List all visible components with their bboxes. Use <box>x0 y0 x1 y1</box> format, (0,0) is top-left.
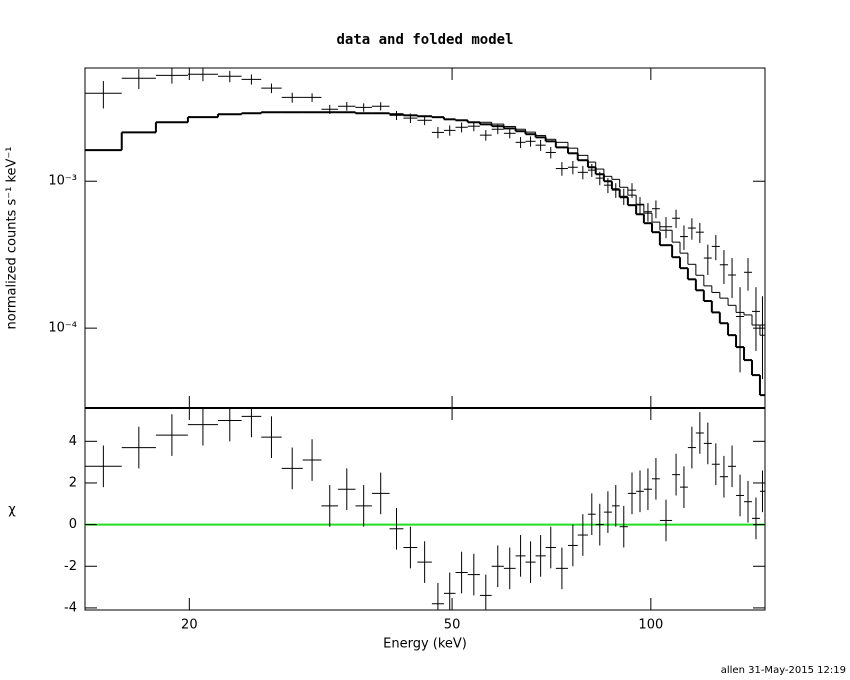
footer: allen 31-May-2015 12:19 <box>721 665 846 676</box>
y-axis-label: normalized counts s⁻¹ keV⁻¹ <box>5 147 20 330</box>
y-axis-label: χ <box>8 503 16 518</box>
bottom-plot <box>85 408 765 610</box>
y-tick-label: 0 <box>69 517 77 532</box>
y-tick-label: 10⁻⁴ <box>48 321 77 336</box>
x-tick-label: 20 <box>181 618 198 633</box>
y-tick-label: 2 <box>69 475 77 490</box>
x-axis-label: Energy (keV) <box>383 637 467 652</box>
x-tick-label: 50 <box>444 618 461 633</box>
y-tick-label: 10⁻³ <box>48 174 77 189</box>
x-tick-label: 100 <box>638 618 663 633</box>
chart-title: data and folded model <box>336 32 513 48</box>
top-plot <box>85 68 765 397</box>
y-tick-label: -2 <box>64 559 77 574</box>
y-tick-label: -4 <box>64 600 77 615</box>
y-tick-label: 4 <box>69 434 77 449</box>
